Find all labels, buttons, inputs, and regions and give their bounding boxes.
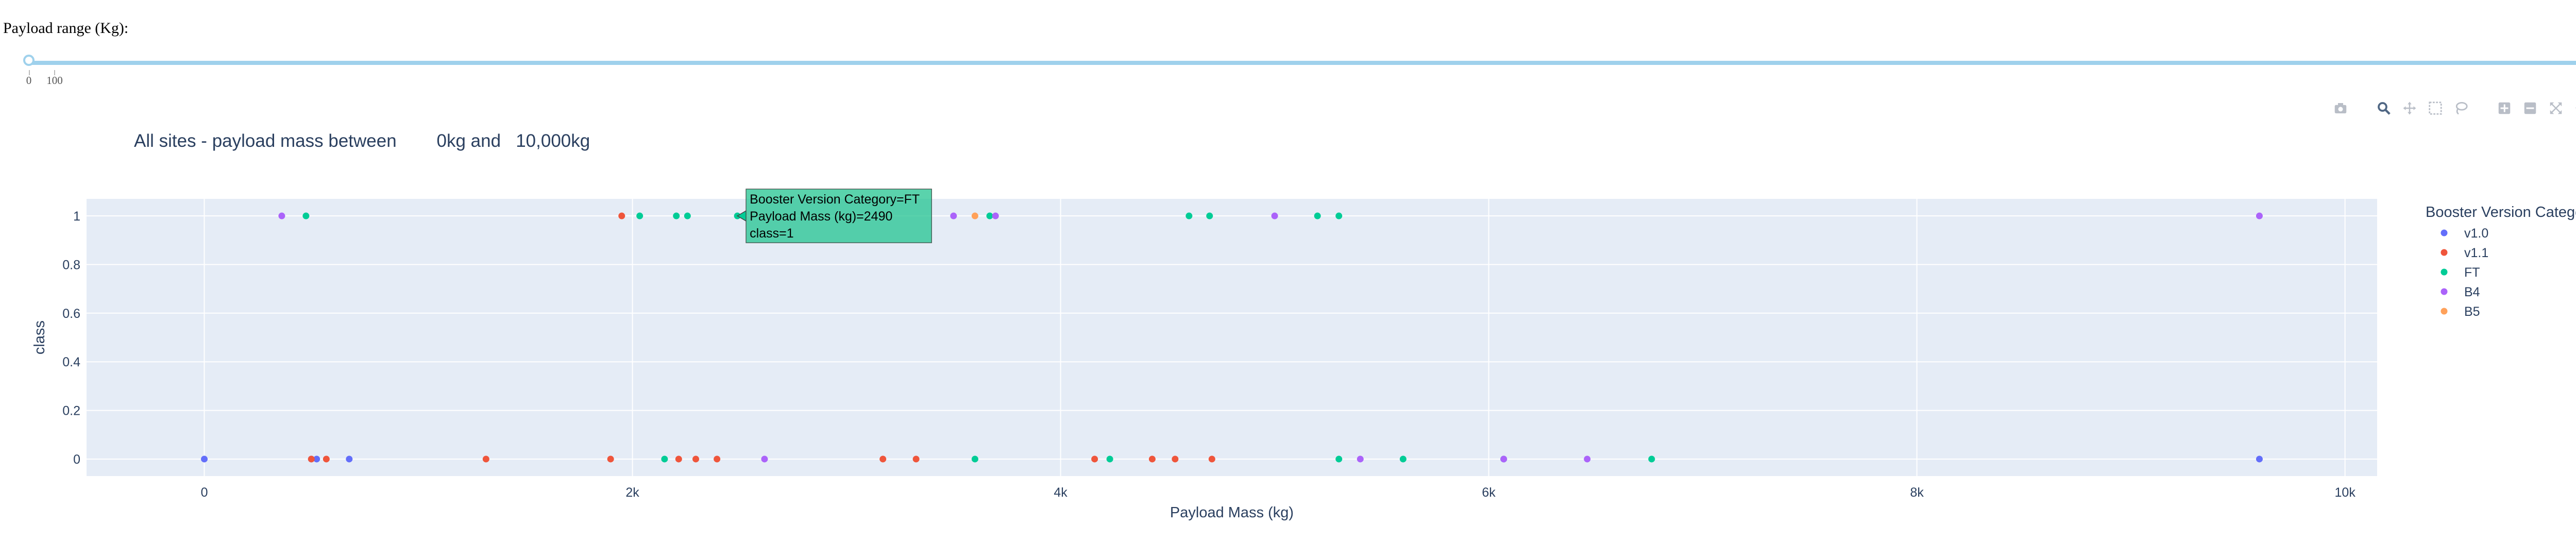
y-axis-title: class bbox=[31, 320, 48, 354]
zoom-out-icon[interactable] bbox=[2520, 98, 2540, 118]
data-point-FT[interactable] bbox=[684, 212, 691, 219]
slider-handle-min[interactable] bbox=[23, 55, 35, 66]
tooltip-box bbox=[745, 189, 932, 243]
plot-modebar bbox=[2331, 98, 2576, 119]
data-point-v1.0[interactable] bbox=[2256, 455, 2263, 463]
y-tick-label: 0.2 bbox=[62, 404, 80, 418]
camera-icon[interactable] bbox=[2331, 98, 2350, 118]
plot-area[interactable] bbox=[87, 199, 2377, 476]
data-point-FT[interactable] bbox=[971, 455, 978, 463]
data-point-B4[interactable] bbox=[992, 212, 999, 219]
pan-icon[interactable] bbox=[2400, 98, 2419, 118]
data-point-FT[interactable] bbox=[1648, 455, 1655, 463]
data-point-FT[interactable] bbox=[1206, 212, 1213, 219]
lasso-icon[interactable] bbox=[2451, 98, 2471, 118]
data-point-FT[interactable] bbox=[1314, 212, 1321, 219]
data-point-v1.1[interactable] bbox=[912, 455, 920, 463]
data-point-FT[interactable] bbox=[1335, 455, 1343, 463]
y-tick-label: 0.6 bbox=[62, 307, 80, 321]
data-point-v1.1[interactable] bbox=[323, 455, 330, 463]
y-tick-label: 0.4 bbox=[62, 355, 80, 369]
data-point-FT[interactable] bbox=[302, 212, 310, 219]
data-point-FT[interactable] bbox=[636, 212, 643, 219]
data-point-v1.1[interactable] bbox=[1148, 455, 1156, 463]
data-point-FT[interactable] bbox=[1399, 455, 1406, 463]
data-point-FT[interactable] bbox=[986, 212, 993, 219]
data-point-v1.1[interactable] bbox=[1172, 455, 1179, 463]
data-point-v1.1[interactable] bbox=[1208, 455, 1215, 463]
data-point-FT[interactable] bbox=[661, 455, 668, 463]
x-axis-title: Payload Mass (kg) bbox=[1170, 504, 1294, 521]
data-point-v1.1[interactable] bbox=[692, 455, 700, 463]
legend-marker-v1.0[interactable] bbox=[2441, 229, 2448, 236]
payload-range-slider[interactable] bbox=[23, 55, 2576, 75]
box-select-icon[interactable] bbox=[2426, 98, 2445, 118]
data-point-v1.1[interactable] bbox=[482, 455, 489, 463]
data-point-B4[interactable] bbox=[1500, 455, 1507, 463]
data-point-B4[interactable] bbox=[950, 212, 957, 219]
data-point-B4[interactable] bbox=[761, 455, 768, 463]
data-points bbox=[201, 212, 2263, 463]
y-tick-label: 0.8 bbox=[62, 258, 80, 272]
slider-mark-100: 100 bbox=[46, 74, 63, 87]
grid-lines bbox=[87, 199, 2377, 476]
data-point-B4[interactable] bbox=[1271, 212, 1278, 219]
legend-marker-B4[interactable] bbox=[2441, 288, 2448, 295]
tooltip-line: class=1 bbox=[750, 226, 793, 241]
legend-label-FT[interactable]: FT bbox=[2464, 265, 2480, 280]
data-point-v1.0[interactable] bbox=[201, 455, 208, 463]
x-tick-label: 8k bbox=[1910, 485, 1924, 500]
slider-mark-0: 0 bbox=[26, 74, 32, 87]
tooltip-fill bbox=[746, 189, 932, 243]
data-point-v1.1[interactable] bbox=[308, 455, 315, 463]
slider-track[interactable] bbox=[29, 61, 2576, 65]
legend-marker-B5[interactable] bbox=[2441, 308, 2448, 315]
axis-ticks: 0 2k 4k 6k 8k 10k 0 0.2 0.4 0.6 0.8 1 bbox=[62, 209, 2355, 500]
legend-marker-v1.1[interactable] bbox=[2441, 249, 2448, 256]
legend-label-v1.1[interactable]: v1.1 bbox=[2464, 246, 2488, 260]
tooltip-line: Payload Mass (kg)=2490 bbox=[750, 209, 892, 224]
data-point-v1.1[interactable] bbox=[618, 212, 625, 219]
data-point-FT[interactable] bbox=[673, 212, 680, 219]
data-point-B4[interactable] bbox=[1357, 455, 1364, 463]
legend-label-B5[interactable]: B5 bbox=[2464, 305, 2480, 319]
data-point-v1.1[interactable] bbox=[879, 455, 887, 463]
autoscale-icon[interactable] bbox=[2546, 98, 2566, 118]
y-tick-label: 0 bbox=[73, 452, 80, 467]
slider-tick-100 bbox=[54, 70, 55, 75]
x-tick-label: 10k bbox=[2335, 485, 2356, 500]
data-point-v1.0[interactable] bbox=[346, 455, 353, 463]
data-point-B5[interactable] bbox=[971, 212, 978, 219]
hover-tooltip: Booster Version Category=FT Payload Mass … bbox=[736, 189, 932, 243]
payload-range-label: Payload range (Kg): bbox=[3, 20, 129, 37]
x-tick-label: 2k bbox=[625, 485, 639, 500]
data-point-v1.1[interactable] bbox=[1091, 455, 1098, 463]
legend: v1.0 v1.1 FT B4 B5 bbox=[2441, 226, 2488, 319]
data-point-FT[interactable] bbox=[1335, 212, 1343, 219]
x-tick-label: 4k bbox=[1054, 485, 1067, 500]
data-point-v1.1[interactable] bbox=[675, 455, 682, 463]
data-point-FT[interactable] bbox=[1106, 455, 1113, 463]
data-point-v1.1[interactable] bbox=[607, 455, 614, 463]
x-tick-label: 0 bbox=[201, 485, 208, 500]
x-tick-label: 6k bbox=[1482, 485, 1496, 500]
data-point-v1.0[interactable] bbox=[313, 455, 320, 463]
legend-marker-FT[interactable] bbox=[2441, 268, 2448, 276]
y-tick-label: 1 bbox=[73, 209, 80, 224]
data-point-FT[interactable] bbox=[1185, 212, 1193, 219]
data-point-B4[interactable] bbox=[1584, 455, 1591, 463]
slider-tick-0 bbox=[29, 70, 30, 75]
tooltip-line: Booster Version Category=FT bbox=[750, 192, 920, 207]
chart-title: All sites - payload mass between 0kg and… bbox=[134, 131, 590, 151]
legend-label-v1.0[interactable]: v1.0 bbox=[2464, 226, 2488, 241]
zoom-in-icon[interactable] bbox=[2495, 98, 2514, 118]
data-point-B4[interactable] bbox=[2256, 212, 2263, 219]
zoom-icon[interactable] bbox=[2374, 98, 2394, 118]
legend-label-B4[interactable]: B4 bbox=[2464, 285, 2480, 299]
data-point-v1.1[interactable] bbox=[714, 455, 721, 463]
legend-title: Booster Version Category bbox=[2426, 204, 2576, 221]
data-point-B4[interactable] bbox=[278, 212, 285, 219]
